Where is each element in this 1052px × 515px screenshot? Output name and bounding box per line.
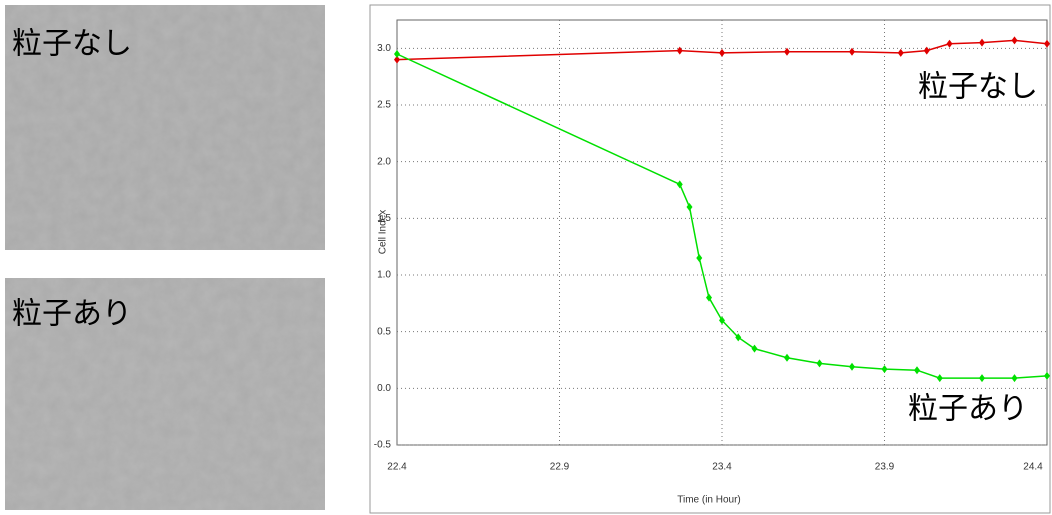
point-marker: [979, 374, 985, 383]
y-tick-label: 0.5: [377, 326, 391, 337]
point-marker: [1044, 371, 1050, 380]
point-marker: [686, 203, 693, 211]
image-label: 粒子あり: [12, 297, 132, 332]
point-marker: [751, 344, 758, 353]
y-tick-label: 2.5: [377, 100, 391, 111]
point-marker: [849, 362, 855, 371]
point-marker: [979, 38, 985, 47]
image-label: 粒子なし: [12, 27, 132, 62]
point-marker: [784, 47, 790, 56]
point-marker: [394, 50, 400, 58]
point-marker: [914, 366, 920, 375]
x-tick-label: 22.4: [387, 462, 407, 473]
point-marker: [936, 374, 943, 383]
x-tick-label: 23.4: [712, 462, 732, 473]
point-marker: [897, 48, 904, 57]
point-marker: [923, 46, 930, 55]
y-tick-label: 3.0: [377, 43, 391, 54]
point-marker: [946, 39, 953, 48]
y-axis-label: Cell Index: [378, 210, 389, 254]
y-tick-label: 1.5: [377, 213, 391, 224]
point-marker: [1011, 374, 1018, 383]
x-axis-label: Time (in Hour): [677, 495, 741, 506]
point-marker: [735, 333, 742, 342]
x-tick-label: 23.9: [875, 462, 895, 473]
micrograph-texture: [5, 5, 325, 250]
point-marker: [706, 293, 712, 302]
point-marker: [784, 353, 790, 362]
point-marker: [719, 316, 725, 325]
point-marker: [696, 254, 703, 262]
micrograph-texture: [5, 278, 325, 510]
point-marker: [816, 359, 823, 368]
annotation: 粒子なし: [918, 70, 1038, 105]
point-marker: [881, 365, 888, 374]
point-marker: [1011, 36, 1018, 45]
point-marker: [394, 55, 400, 64]
point-marker: [719, 48, 725, 57]
point-marker: [1044, 39, 1050, 48]
y-tick-label: 2.0: [377, 156, 391, 167]
y-tick-label: 1.0: [377, 270, 391, 281]
annotation: 粒子あり: [908, 392, 1028, 427]
point-marker: [676, 180, 683, 189]
x-tick-label: 24.4: [1023, 462, 1043, 473]
point-marker: [849, 47, 855, 56]
y-tick-label: 0.0: [377, 383, 391, 394]
y-tick-label: -0.5: [374, 440, 392, 451]
point-marker: [676, 46, 683, 55]
x-tick-label: 22.9: [550, 462, 570, 473]
